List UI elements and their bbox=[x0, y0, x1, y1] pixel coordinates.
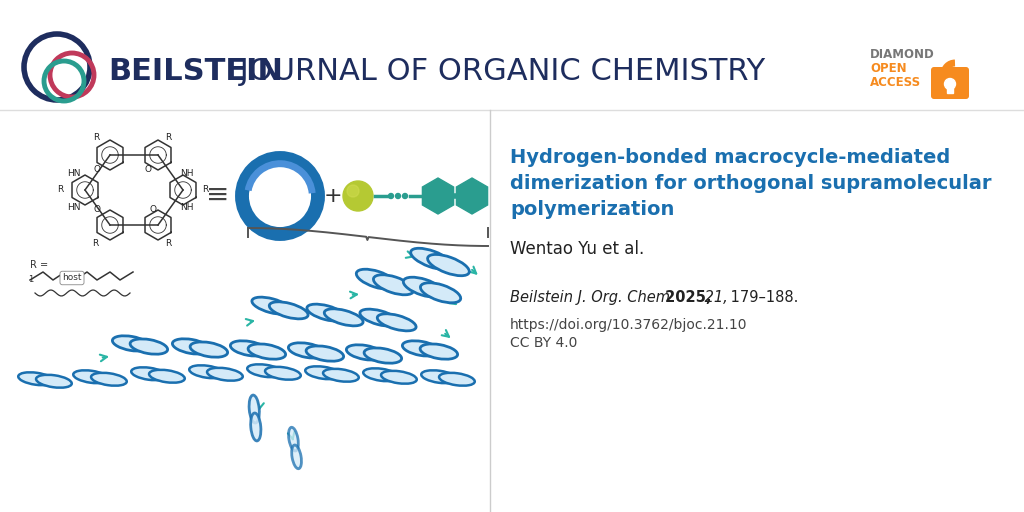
Text: 2025,: 2025, bbox=[659, 290, 711, 305]
Ellipse shape bbox=[346, 345, 384, 360]
Text: CC BY 4.0: CC BY 4.0 bbox=[510, 336, 578, 350]
Text: R: R bbox=[93, 134, 99, 142]
Ellipse shape bbox=[113, 336, 150, 351]
Text: R: R bbox=[165, 134, 171, 142]
Text: Beilstein J. Org. Chem.: Beilstein J. Org. Chem. bbox=[510, 290, 675, 305]
Ellipse shape bbox=[130, 339, 168, 354]
Text: DIAMOND: DIAMOND bbox=[870, 48, 935, 61]
Ellipse shape bbox=[189, 365, 225, 378]
Text: O: O bbox=[144, 165, 152, 175]
Circle shape bbox=[347, 185, 359, 197]
Text: 179–188.: 179–188. bbox=[726, 290, 799, 305]
Ellipse shape bbox=[74, 370, 109, 383]
Text: BEILSTEIN: BEILSTEIN bbox=[108, 57, 283, 87]
Text: O: O bbox=[93, 165, 100, 175]
Text: R: R bbox=[92, 239, 98, 247]
Ellipse shape bbox=[356, 269, 396, 289]
Ellipse shape bbox=[377, 314, 416, 331]
Ellipse shape bbox=[421, 283, 461, 303]
FancyBboxPatch shape bbox=[931, 67, 969, 99]
Text: R: R bbox=[202, 185, 208, 195]
Text: HN: HN bbox=[68, 168, 81, 178]
Ellipse shape bbox=[207, 368, 243, 381]
Text: dimerization for orthogonal supramolecular: dimerization for orthogonal supramolecul… bbox=[510, 174, 991, 193]
Circle shape bbox=[944, 78, 955, 90]
Ellipse shape bbox=[251, 413, 261, 441]
Ellipse shape bbox=[269, 302, 308, 319]
Ellipse shape bbox=[403, 277, 443, 297]
Ellipse shape bbox=[150, 370, 184, 382]
Ellipse shape bbox=[402, 341, 440, 356]
Ellipse shape bbox=[359, 309, 398, 326]
Ellipse shape bbox=[411, 248, 453, 269]
Text: polymerization: polymerization bbox=[510, 200, 675, 219]
Ellipse shape bbox=[172, 339, 210, 354]
Ellipse shape bbox=[323, 369, 358, 382]
Ellipse shape bbox=[18, 372, 54, 385]
Polygon shape bbox=[423, 178, 454, 214]
Text: +: + bbox=[324, 186, 342, 206]
Ellipse shape bbox=[265, 367, 301, 380]
Ellipse shape bbox=[36, 375, 72, 388]
Ellipse shape bbox=[190, 342, 227, 357]
Polygon shape bbox=[457, 178, 487, 214]
Text: ACCESS: ACCESS bbox=[870, 76, 922, 89]
Text: OPEN: OPEN bbox=[870, 62, 906, 75]
Ellipse shape bbox=[230, 341, 268, 356]
Ellipse shape bbox=[420, 344, 458, 359]
Ellipse shape bbox=[325, 309, 364, 326]
Ellipse shape bbox=[305, 366, 341, 379]
Ellipse shape bbox=[364, 368, 399, 381]
Text: HN: HN bbox=[68, 203, 81, 212]
Bar bbox=[947, 85, 953, 93]
Text: O: O bbox=[93, 205, 100, 215]
Circle shape bbox=[395, 194, 400, 199]
Text: 1: 1 bbox=[28, 275, 33, 285]
Circle shape bbox=[343, 181, 373, 211]
Ellipse shape bbox=[306, 346, 344, 361]
Ellipse shape bbox=[289, 343, 326, 358]
Text: JOURNAL OF ORGANIC CHEMISTRY: JOURNAL OF ORGANIC CHEMISTRY bbox=[230, 57, 765, 87]
Text: R =: R = bbox=[30, 260, 48, 270]
Ellipse shape bbox=[421, 370, 457, 383]
Ellipse shape bbox=[249, 395, 259, 423]
Ellipse shape bbox=[289, 428, 298, 451]
Text: O: O bbox=[150, 205, 157, 215]
Ellipse shape bbox=[374, 275, 414, 295]
Text: ≡: ≡ bbox=[207, 181, 229, 209]
Ellipse shape bbox=[307, 304, 346, 321]
Text: Wentao Yu et al.: Wentao Yu et al. bbox=[510, 240, 644, 258]
Ellipse shape bbox=[247, 365, 283, 377]
Text: R: R bbox=[57, 185, 63, 195]
Ellipse shape bbox=[365, 348, 401, 363]
Ellipse shape bbox=[131, 367, 167, 380]
Text: host: host bbox=[62, 273, 82, 283]
Text: 21,: 21, bbox=[700, 290, 728, 305]
Circle shape bbox=[388, 194, 393, 199]
Ellipse shape bbox=[252, 297, 291, 314]
Text: R: R bbox=[165, 239, 171, 247]
Ellipse shape bbox=[248, 344, 286, 359]
Text: https://doi.org/10.3762/bjoc.21.10: https://doi.org/10.3762/bjoc.21.10 bbox=[510, 318, 748, 332]
Circle shape bbox=[402, 194, 408, 199]
Ellipse shape bbox=[439, 373, 475, 386]
Ellipse shape bbox=[428, 254, 469, 276]
Text: NH: NH bbox=[180, 203, 194, 212]
Text: NH: NH bbox=[180, 168, 194, 178]
Text: Hydrogen-bonded macrocycle-mediated: Hydrogen-bonded macrocycle-mediated bbox=[510, 148, 950, 167]
Ellipse shape bbox=[381, 371, 417, 383]
Ellipse shape bbox=[91, 373, 127, 386]
Ellipse shape bbox=[292, 445, 301, 468]
